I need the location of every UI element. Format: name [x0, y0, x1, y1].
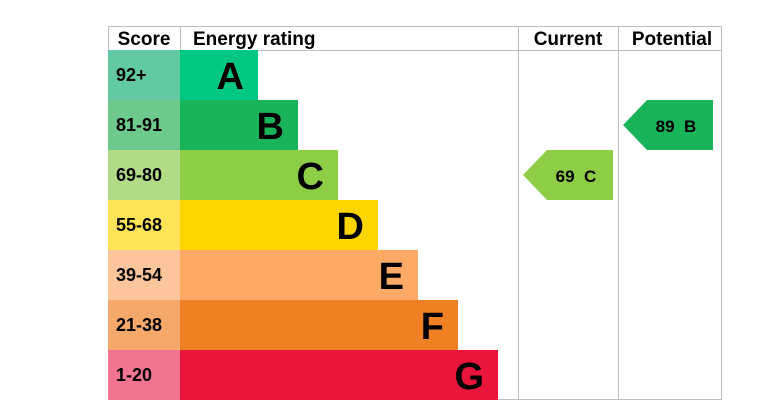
score-cell-a [108, 50, 180, 100]
band-letter-g: G [454, 356, 484, 398]
header-potential: Potential [632, 29, 712, 50]
score-label-c: 69-80 [116, 165, 162, 185]
score-label-b: 81-91 [116, 115, 162, 135]
band-bar-g [180, 350, 498, 400]
band-letter-f: F [421, 306, 444, 348]
band-letter-d: D [337, 206, 364, 248]
band-letter-e: E [379, 256, 404, 298]
score-label-d: 55-68 [116, 215, 162, 235]
current-rating-arrow [523, 150, 613, 200]
rating-markers: 69 C 89 B [523, 100, 713, 200]
score-label-f: 21-38 [116, 315, 162, 335]
score-cell-e [108, 250, 180, 300]
rating-bands: 92+ A 81-91 B 69-80 C 55-68 D 39-54 E 21-38 F 1-20 G [108, 50, 498, 400]
score-label-g: 1-20 [116, 365, 152, 385]
band-letter-a: A [217, 56, 244, 98]
band-bar-f [180, 300, 458, 350]
current-rating-label: 69 C [556, 167, 597, 186]
header-energy-rating: Energy rating [193, 29, 315, 50]
table-headers: Score Energy rating Current Potential [118, 29, 713, 50]
score-cell-c [108, 150, 180, 200]
band-bar-a [180, 50, 258, 100]
band-letter-b: B [257, 106, 284, 148]
score-label-a: 92+ [116, 65, 147, 85]
score-cell-d [108, 200, 180, 250]
score-cell-b [108, 100, 180, 150]
score-cell-g [108, 350, 180, 400]
header-current: Current [534, 29, 603, 50]
band-letter-c: C [297, 156, 324, 198]
header-score: Score [118, 29, 171, 50]
band-bar-c [180, 150, 338, 200]
potential-rating-label: 89 B [656, 117, 697, 136]
band-bar-b [180, 100, 298, 150]
potential-rating-arrow [623, 100, 713, 150]
score-cell-f [108, 300, 180, 350]
band-bar-e [180, 250, 418, 300]
band-bar-d [180, 200, 378, 250]
score-label-e: 39-54 [116, 265, 162, 285]
